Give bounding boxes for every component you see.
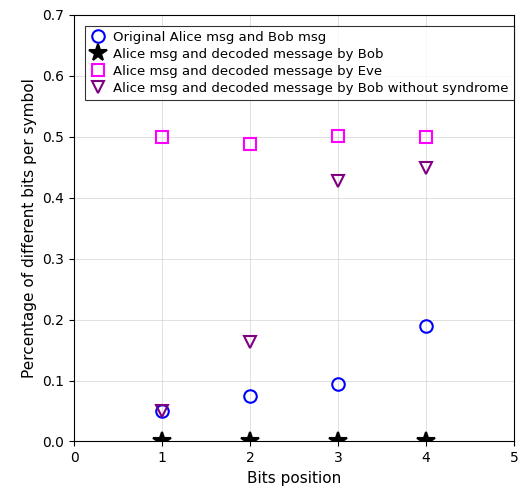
Legend: Original Alice msg and Bob msg, Alice msg and decoded message by Bob, Alice msg : Original Alice msg and Bob msg, Alice ms… <box>85 26 514 100</box>
X-axis label: Bits position: Bits position <box>247 471 341 486</box>
Y-axis label: Percentage of different bits per symbol: Percentage of different bits per symbol <box>22 78 37 378</box>
